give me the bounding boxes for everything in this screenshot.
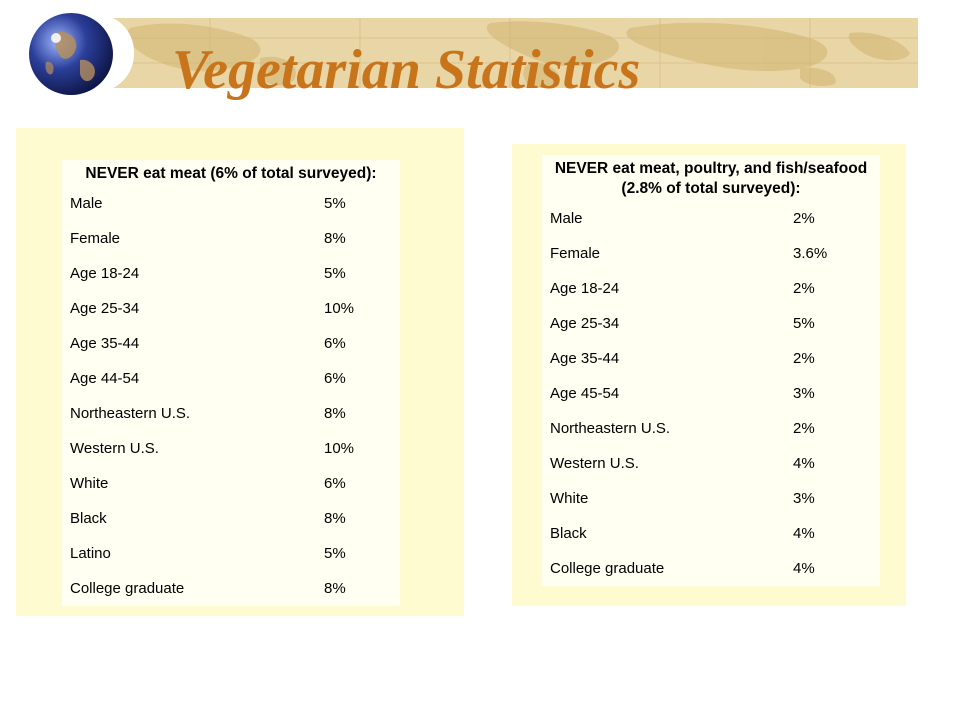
table-row: Age 18-24 5% bbox=[62, 256, 400, 291]
table-row: Black 8% bbox=[62, 501, 400, 536]
table-row: Age 44-54 6% bbox=[62, 361, 400, 396]
row-label: Age 18-24 bbox=[70, 265, 140, 282]
table-row: Female 8% bbox=[62, 221, 400, 256]
world-map-graphic bbox=[110, 18, 918, 88]
row-value: 8% bbox=[324, 510, 346, 527]
table-row: Black 4% bbox=[542, 516, 880, 551]
row-value: 2% bbox=[793, 350, 815, 367]
row-label: Western U.S. bbox=[550, 455, 639, 472]
all-animal-table: NEVER eat meat, poultry, and fish/seafoo… bbox=[542, 155, 880, 586]
row-label: College graduate bbox=[70, 580, 185, 597]
row-value: 10% bbox=[324, 440, 355, 457]
table-row: Northeastern U.S. 2% bbox=[542, 411, 880, 446]
table-row: College graduate 4% bbox=[542, 551, 880, 586]
all-animal-rows: Male 2% Female 3.6% Age 18-24 2% Age 25-34 5% Ag… bbox=[542, 201, 880, 586]
row-label: Age 35-44 bbox=[550, 350, 620, 367]
row-value: 3% bbox=[793, 490, 815, 507]
row-value: 3.6% bbox=[793, 245, 828, 262]
table-row: White 3% bbox=[542, 481, 880, 516]
row-value: 6% bbox=[324, 370, 346, 387]
row-label: White bbox=[550, 490, 589, 507]
row-value: 4% bbox=[793, 525, 815, 542]
row-value: 5% bbox=[324, 545, 346, 562]
globe-icon bbox=[29, 13, 113, 95]
row-label: Age 35-44 bbox=[70, 335, 140, 352]
row-value: 2% bbox=[793, 420, 815, 437]
row-label: Black bbox=[550, 525, 587, 542]
row-label: Female bbox=[70, 230, 121, 247]
table-row: White 6% bbox=[62, 466, 400, 501]
row-value: 6% bbox=[324, 335, 346, 352]
row-label: Black bbox=[70, 510, 107, 527]
table-row: Male 5% bbox=[62, 186, 400, 221]
row-label: Latino bbox=[70, 545, 111, 562]
row-value: 10% bbox=[324, 300, 355, 317]
row-label: Age 45-54 bbox=[550, 385, 620, 402]
row-value: 6% bbox=[324, 475, 346, 492]
all-animal-heading-line1: NEVER eat meat, poultry, and fish/seafoo… bbox=[554, 160, 868, 177]
all-animal-heading: NEVER eat meat, poultry, and fish/seafoo… bbox=[542, 155, 880, 201]
row-value: 5% bbox=[324, 195, 346, 212]
row-label: College graduate bbox=[550, 560, 665, 577]
table-row: Age 45-54 3% bbox=[542, 376, 880, 411]
row-value: 4% bbox=[793, 560, 815, 577]
row-label: Age 18-24 bbox=[550, 280, 620, 297]
all-animal-heading-line2: (2.8% of total surveyed): bbox=[621, 180, 801, 197]
row-label: White bbox=[70, 475, 109, 492]
row-value: 8% bbox=[324, 580, 346, 597]
table-row: Age 18-24 2% bbox=[542, 271, 880, 306]
meat-only-heading: NEVER eat meat (6% of total surveyed): bbox=[62, 160, 400, 186]
table-row: Latino 5% bbox=[62, 536, 400, 571]
row-label: Age 44-54 bbox=[70, 370, 140, 387]
table-row: Northeastern U.S. 8% bbox=[62, 396, 400, 431]
table-row: Age 25-34 5% bbox=[542, 306, 880, 341]
row-label: Western U.S. bbox=[70, 440, 159, 457]
row-value: 3% bbox=[793, 385, 815, 402]
row-value: 2% bbox=[793, 210, 815, 227]
table-row: College graduate 8% bbox=[62, 571, 400, 606]
meat-only-rows: Male 5% Female 8% Age 18-24 5% Age 25-34 10% Age… bbox=[62, 186, 400, 606]
meat-only-table: NEVER eat meat (6% of total surveyed): M… bbox=[62, 160, 400, 606]
row-value: 8% bbox=[324, 230, 346, 247]
row-value: 8% bbox=[324, 405, 346, 422]
table-row: Age 35-44 2% bbox=[542, 341, 880, 376]
table-row: Female 3.6% bbox=[542, 236, 880, 271]
table-row: Western U.S. 10% bbox=[62, 431, 400, 466]
row-value: 5% bbox=[324, 265, 346, 282]
row-value: 2% bbox=[793, 280, 815, 297]
row-label: Northeastern U.S. bbox=[70, 405, 191, 422]
row-label: Age 25-34 bbox=[70, 300, 140, 317]
table-row: Age 35-44 6% bbox=[62, 326, 400, 361]
table-row: Male 2% bbox=[542, 201, 880, 236]
header-map-band bbox=[110, 18, 918, 88]
row-value: 5% bbox=[793, 315, 815, 332]
table-row: Age 25-34 10% bbox=[62, 291, 400, 326]
row-label: Age 25-34 bbox=[550, 315, 620, 332]
table-row: Western U.S. 4% bbox=[542, 446, 880, 481]
row-value: 4% bbox=[793, 455, 815, 472]
row-label: Female bbox=[550, 245, 601, 262]
row-label: Northeastern U.S. bbox=[550, 420, 671, 437]
row-label: Male bbox=[550, 210, 583, 227]
page-title: Vegetarian Statistics bbox=[172, 39, 641, 101]
row-label: Male bbox=[70, 195, 103, 212]
